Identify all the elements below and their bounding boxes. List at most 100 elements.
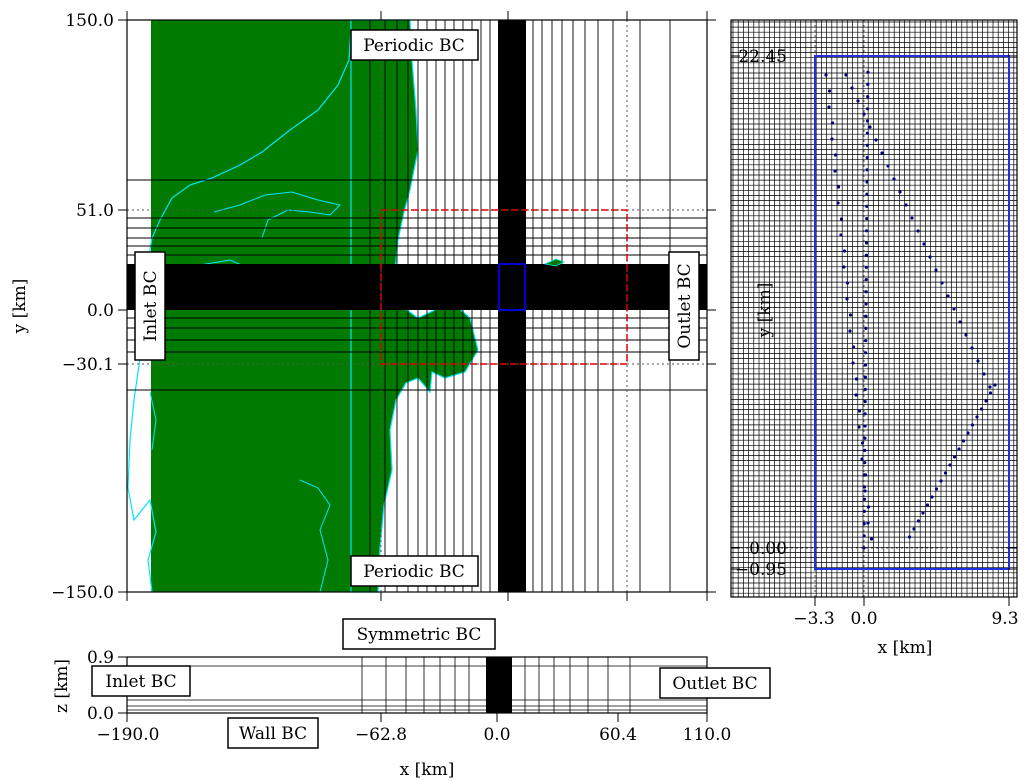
turbine-point xyxy=(916,229,920,233)
bc-inlet-bottom-text: Inlet BC xyxy=(105,672,176,692)
bc-wall-label: Wall BC xyxy=(227,717,319,749)
turbine-point xyxy=(922,242,926,246)
side-ytick-22: 22.45 xyxy=(738,47,787,67)
turbine-point xyxy=(921,511,925,515)
turbine-point xyxy=(940,281,944,285)
side-xlabel: x [km] xyxy=(878,638,933,658)
turbine-point xyxy=(975,415,979,419)
turbine-point xyxy=(864,253,869,257)
grid-horizontal xyxy=(127,179,707,391)
turbine-point xyxy=(860,441,865,445)
turbine-point xyxy=(839,217,844,221)
turbine-point xyxy=(863,473,868,477)
bottom-y-ticks xyxy=(118,656,127,714)
turbine-point xyxy=(863,375,868,379)
turbine-point xyxy=(863,412,867,416)
turbine-point xyxy=(866,95,870,99)
bc-left-text: Inlet BC xyxy=(141,270,161,341)
bc-bottom-text: Periodic BC xyxy=(363,562,465,582)
turbine-point xyxy=(866,521,870,525)
turbine-point xyxy=(857,425,861,429)
bc-right-text: Outlet BC xyxy=(675,263,695,348)
turbine-point xyxy=(830,121,835,125)
turbine-point xyxy=(869,537,874,541)
turbine-point xyxy=(865,229,869,233)
turbine-point xyxy=(865,217,869,221)
bc-outlet-bottom-text: Outlet BC xyxy=(672,674,757,694)
turbine-point xyxy=(866,107,870,111)
turbine-point xyxy=(886,164,890,168)
main-x-ticks xyxy=(126,11,708,601)
turbine-point xyxy=(862,534,866,538)
turbine-point xyxy=(854,393,858,397)
turbine-point xyxy=(842,249,847,253)
turbine-point xyxy=(865,204,869,208)
bottom-xtick-neg628: −62.8 xyxy=(355,725,407,745)
turbine-point xyxy=(864,339,868,343)
bottom-ylabel: z [km] xyxy=(52,659,72,713)
turbine-point xyxy=(970,423,975,427)
bottom-ytick-0: 0.0 xyxy=(87,704,114,724)
bottom-axes-frame xyxy=(126,656,708,714)
side-plot: 22.45 0.00 −0.95 −3.3 0.0 9.3 x [km] y [… xyxy=(730,19,1019,658)
turbine-point xyxy=(866,70,870,74)
turbine-point xyxy=(864,314,868,318)
turbine-point xyxy=(864,265,868,269)
main-axes-frame xyxy=(126,19,708,593)
turbine-point xyxy=(830,137,834,141)
turbine-point xyxy=(836,185,841,189)
main-ytick-51: 51.0 xyxy=(76,201,114,221)
bottom-plot: 0.9 0.0 z [km] −190.0 −62.8 0.0 60.4 110… xyxy=(52,618,771,780)
turbine-point xyxy=(862,546,866,550)
turbine-point xyxy=(993,383,997,387)
turbine-point xyxy=(934,268,938,272)
turbine-point xyxy=(863,489,867,493)
outer-nest-box xyxy=(380,209,628,365)
bottom-ytick-09: 0.9 xyxy=(87,648,114,668)
turbine-point xyxy=(910,216,914,220)
turbine-point xyxy=(864,278,868,282)
turbine-point xyxy=(842,265,846,269)
turbine-point xyxy=(857,409,862,413)
turbine-point xyxy=(827,89,832,93)
bc-wall-text: Wall BC xyxy=(239,724,307,744)
turbine-point xyxy=(844,73,848,77)
turbine-point xyxy=(880,151,884,155)
turbine-point xyxy=(912,527,916,531)
bc-top-label: Periodic BC xyxy=(350,29,479,61)
turbine-point xyxy=(958,320,962,324)
turbine-point xyxy=(856,99,860,103)
side-nest-box xyxy=(814,55,1010,570)
turbine-point xyxy=(946,294,950,298)
turbine-point xyxy=(988,391,993,395)
main-plot: 150.0 51.0 0.0 −30.1 −150.0 y [km] Perio… xyxy=(10,11,716,603)
side-xtick-93: 9.3 xyxy=(991,609,1018,629)
main-ylabel: y [km] xyxy=(10,279,30,335)
side-ylabel: y [km] xyxy=(755,283,775,339)
side-axes-frame xyxy=(730,19,1018,598)
turbine-point xyxy=(952,307,956,311)
turbine-point xyxy=(952,455,957,459)
turbine-point xyxy=(868,125,872,129)
land-mass-east xyxy=(350,19,479,593)
bc-bottom-label: Periodic BC xyxy=(350,555,479,587)
turbine-point xyxy=(833,153,838,157)
side-grid-horizontal xyxy=(731,21,1017,594)
bc-right-label: Outlet BC xyxy=(668,251,700,361)
turbine-point xyxy=(863,387,867,391)
bottom-xtick-0: 0.0 xyxy=(483,725,510,745)
turbine-point xyxy=(984,399,988,403)
turbine-point xyxy=(976,359,980,363)
bottom-grid-horizontal xyxy=(127,665,707,711)
turbine-point xyxy=(827,105,831,109)
coastline-south xyxy=(149,391,331,593)
side-xtick-neg33: −3.3 xyxy=(793,609,834,629)
bottom-dense-mesh xyxy=(486,657,512,713)
turbine-point xyxy=(866,82,870,86)
main-ytick-neg30: −30.1 xyxy=(62,355,114,375)
main-y-ticks xyxy=(118,19,716,593)
turbine-point xyxy=(943,471,948,475)
turbine-point xyxy=(961,439,966,443)
bc-symmetric-label: Symmetric BC xyxy=(342,618,496,650)
